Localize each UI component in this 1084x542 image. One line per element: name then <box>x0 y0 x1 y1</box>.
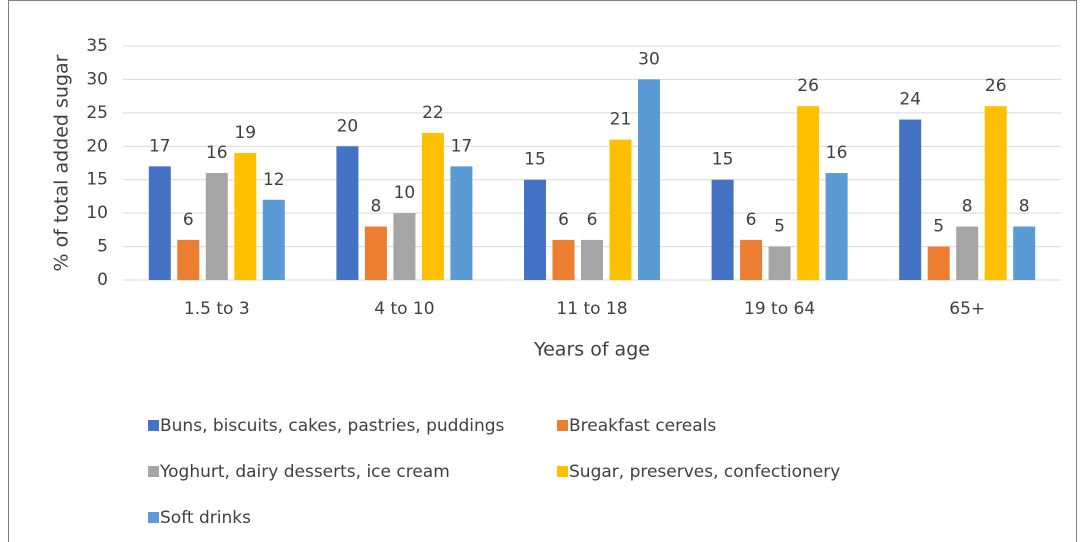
data-label: 8 <box>370 197 381 217</box>
legend-swatch <box>148 466 159 477</box>
data-label: 24 <box>899 90 921 110</box>
bar <box>711 179 734 280</box>
bar <box>148 166 171 280</box>
data-label: 15 <box>712 150 734 170</box>
y-axis-title: % of total added sugar <box>51 54 73 271</box>
data-label: 20 <box>337 116 359 136</box>
data-label: 10 <box>394 183 416 203</box>
bar <box>262 199 285 280</box>
y-tick-label: 5 <box>97 237 108 257</box>
y-tick-label: 15 <box>86 170 108 190</box>
legend-label: Soft drinks <box>160 508 251 528</box>
bar <box>552 239 575 280</box>
x-tick-label: 11 to 18 <box>556 299 627 319</box>
data-label: 17 <box>451 136 473 156</box>
data-label: 17 <box>149 136 171 156</box>
data-label: 5 <box>933 217 944 237</box>
data-label: 6 <box>558 210 569 230</box>
bar <box>899 119 922 281</box>
bar <box>927 246 950 280</box>
data-label: 8 <box>1019 197 1030 217</box>
bar <box>336 146 359 280</box>
bar <box>609 139 632 280</box>
data-label: 15 <box>524 150 546 170</box>
x-axis-title: Years of age <box>533 339 650 361</box>
y-tick-label: 0 <box>97 270 108 290</box>
bar <box>234 152 257 280</box>
legend-label: Sugar, preserves, confectionery <box>569 462 840 482</box>
bar <box>364 226 387 280</box>
legend-label: Yoghurt, dairy desserts, ice cream <box>159 462 450 482</box>
x-tick-label: 65+ <box>949 299 985 319</box>
y-tick-label: 35 <box>86 36 108 56</box>
bar <box>177 239 200 280</box>
data-label: 6 <box>587 210 598 230</box>
bar <box>393 213 416 280</box>
data-label: 21 <box>610 110 632 130</box>
data-label: 16 <box>206 143 228 163</box>
legend-swatch <box>557 420 568 431</box>
y-tick-label: 30 <box>86 69 108 89</box>
bar <box>768 246 791 280</box>
data-label: 16 <box>826 143 848 163</box>
bar <box>581 239 603 280</box>
bar <box>825 173 848 280</box>
legend-swatch <box>148 420 159 431</box>
bar <box>638 79 660 280</box>
data-label: 26 <box>797 76 819 96</box>
y-tick-label: 25 <box>86 103 108 123</box>
data-label: 12 <box>263 170 285 190</box>
bar <box>797 106 820 281</box>
data-label: 26 <box>985 76 1007 96</box>
data-label: 6 <box>746 210 757 230</box>
legend-swatch <box>557 466 568 477</box>
bar <box>740 239 763 280</box>
legend-swatch <box>148 512 159 523</box>
bar <box>205 173 228 280</box>
x-tick-label: 1.5 to 3 <box>184 299 250 319</box>
data-label: 8 <box>962 197 973 217</box>
bar <box>1013 226 1036 280</box>
x-tick-label: 4 to 10 <box>374 299 434 319</box>
bar <box>421 132 444 280</box>
data-label: 19 <box>234 123 256 143</box>
bar <box>984 106 1007 281</box>
bar <box>524 179 546 280</box>
y-tick-label: 20 <box>86 136 108 156</box>
legend-label: Breakfast cereals <box>569 416 716 436</box>
data-label: 6 <box>183 210 194 230</box>
data-label: 30 <box>638 49 660 69</box>
bar <box>956 226 979 280</box>
bar <box>450 166 473 280</box>
data-label: 22 <box>422 103 444 123</box>
x-tick-label: 19 to 64 <box>744 299 815 319</box>
legend-label: Buns, biscuits, cakes, pastries, pudding… <box>160 416 505 436</box>
data-label: 5 <box>774 217 785 237</box>
y-tick-label: 10 <box>86 203 108 223</box>
